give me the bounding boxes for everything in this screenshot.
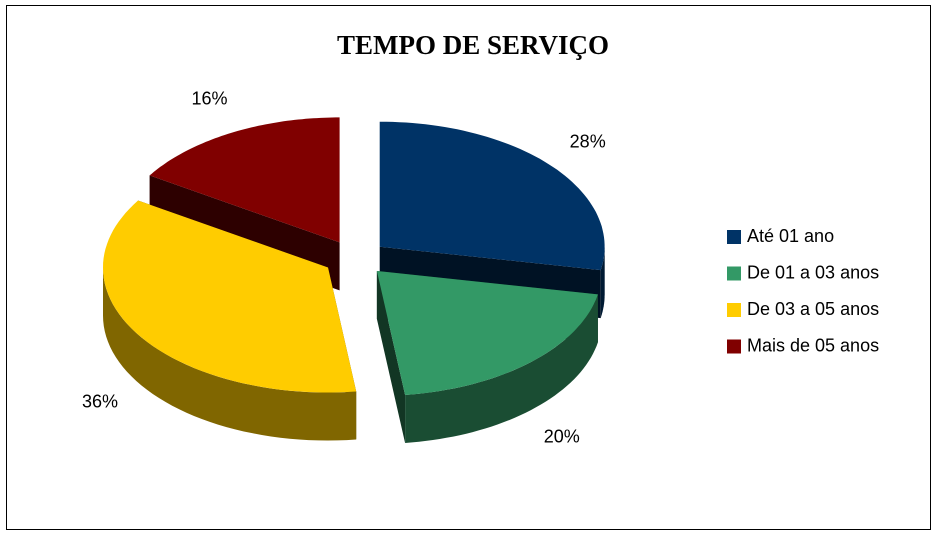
slice-wall (103, 267, 357, 441)
slice (149, 117, 340, 243)
legend-label: De 03 a 05 anos (747, 299, 879, 319)
slice (379, 121, 605, 271)
data-label: 16% (191, 88, 227, 108)
slice-wall (600, 246, 605, 319)
legend-swatch (727, 339, 741, 354)
legend-swatch (727, 303, 741, 317)
data-label: 36% (82, 392, 118, 412)
legend-label: Mais de 05 anos (747, 335, 879, 355)
legend-label: De 01 a 03 anos (747, 262, 879, 282)
legend-label: Até 01 ano (747, 226, 834, 246)
data-label: 20% (544, 427, 580, 447)
legend-swatch (727, 266, 741, 281)
slice-side (376, 271, 406, 443)
legend-swatch (727, 230, 741, 244)
slice-wall (405, 294, 598, 443)
slice (103, 200, 357, 393)
data-label: 28% (570, 132, 606, 152)
chart-title: TEMPO DE SERVIÇO (337, 30, 609, 60)
slice (376, 271, 598, 395)
